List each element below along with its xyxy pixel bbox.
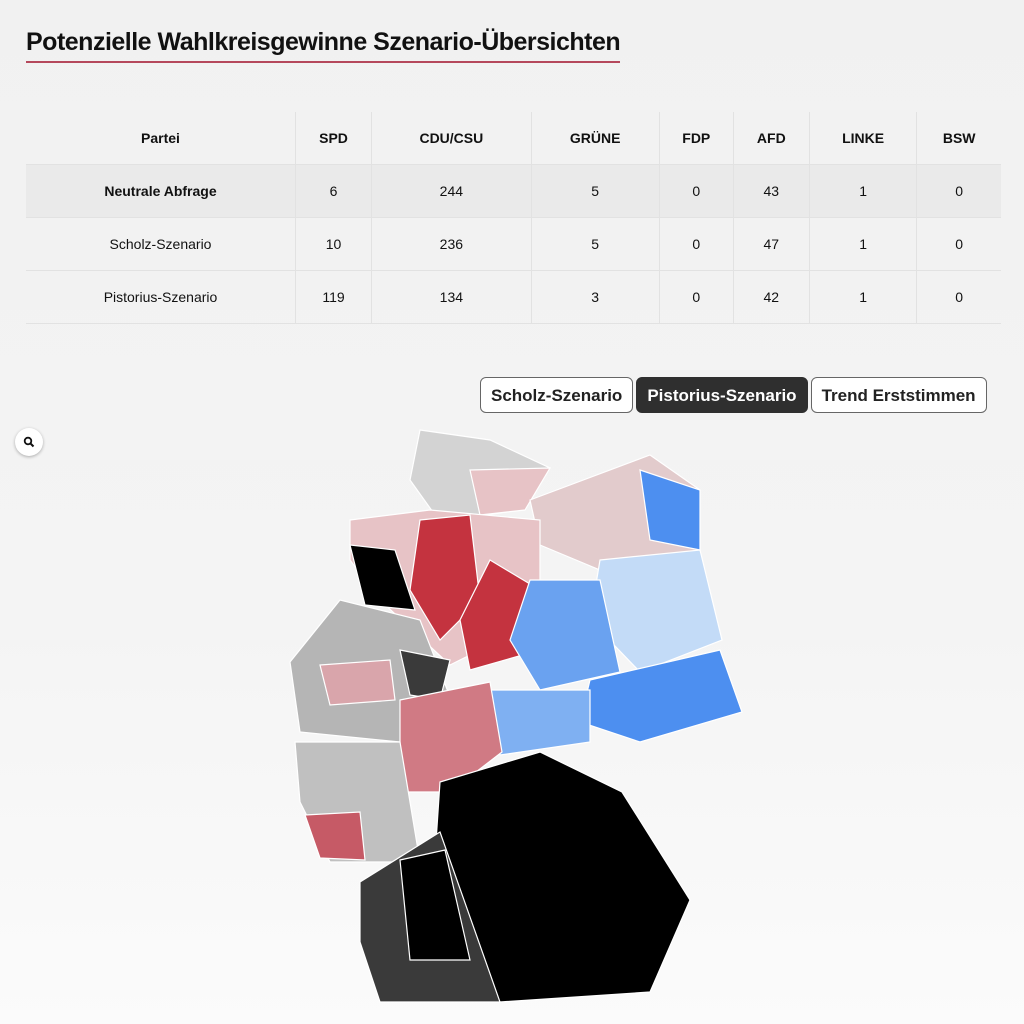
region-thueringen[interactable]	[489, 689, 591, 756]
map-zoom-button[interactable]	[15, 428, 43, 456]
scholz-scenario-button[interactable]: Scholz-Szenario	[480, 377, 634, 413]
seat-count: 0	[916, 270, 1001, 324]
table-row: Pistorius-Szenario 119 134 3 0 42 1 0	[26, 270, 1001, 324]
seat-count: 5	[530, 164, 660, 218]
seat-count: 0	[658, 164, 734, 218]
seat-count: 244	[371, 164, 532, 218]
header-spd: SPD	[294, 112, 372, 165]
scenario-table: Partei SPD CDU/CSU GRÜNE FDP AFD LINKE B…	[26, 112, 1001, 324]
seat-count: 1	[808, 164, 917, 218]
seat-count: 10	[294, 217, 372, 271]
table-row: Scholz-Szenario 10 236 5 0 47 1 0	[26, 217, 1001, 271]
page-title: Potenzielle Wahlkreisgewinne Szenario-Üb…	[26, 28, 621, 63]
header-gruene: GRÜNE	[530, 112, 660, 165]
header-fdp: FDP	[658, 112, 734, 165]
header-partei: Partei	[141, 130, 180, 146]
header-afd: AFD	[732, 112, 810, 165]
region-sh-east[interactable]	[469, 467, 552, 516]
seat-count: 1	[808, 270, 917, 324]
row-label: Scholz-Szenario	[109, 236, 212, 252]
seat-count: 0	[658, 270, 734, 324]
search-icon	[23, 436, 35, 448]
seat-count: 6	[294, 164, 372, 218]
scenario-switcher: Scholz-Szenario Pistorius-Szenario Trend…	[480, 377, 987, 413]
seat-count: 5	[530, 217, 660, 271]
seat-count: 236	[371, 217, 532, 271]
region-bw-core[interactable]	[399, 849, 471, 961]
pistorius-scenario-button[interactable]: Pistorius-Szenario	[636, 377, 808, 413]
trend-erststimmen-button[interactable]: Trend Erststimmen	[810, 377, 987, 413]
seat-count: 134	[371, 270, 532, 324]
header-linke: LINKE	[808, 112, 917, 165]
row-label: Pistorius-Szenario	[103, 289, 218, 305]
region-saar[interactable]	[304, 811, 366, 861]
seat-count: 0	[916, 217, 1001, 271]
seat-count: 47	[732, 217, 810, 271]
seat-count: 0	[916, 164, 1001, 218]
row-label: Neutrale Abfrage	[104, 183, 217, 199]
region-nrw-ruhr[interactable]	[319, 659, 396, 706]
header-cdu: CDU/CSU	[371, 112, 532, 165]
region-emsland[interactable]	[349, 544, 416, 611]
table-row: Neutrale Abfrage 6 244 5 0 43 1 0	[26, 164, 1001, 218]
table-header-row: Partei SPD CDU/CSU GRÜNE FDP AFD LINKE B…	[26, 112, 1001, 165]
seat-count: 1	[808, 217, 917, 271]
seat-count: 3	[530, 270, 660, 324]
seat-count: 0	[658, 217, 734, 271]
header-bsw: BSW	[916, 112, 1001, 165]
seat-count: 119	[294, 270, 372, 324]
region-sachsen-anhalt[interactable]	[509, 579, 621, 691]
seat-count: 42	[732, 270, 810, 324]
seat-count: 43	[732, 164, 810, 218]
